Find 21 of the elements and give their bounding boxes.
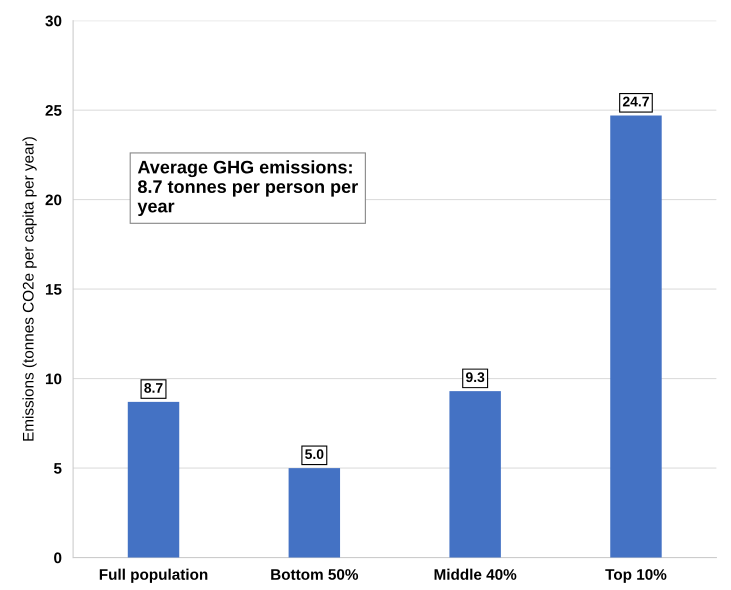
data-label: 8.7 xyxy=(144,383,163,393)
x-tick-label: Bottom 50% xyxy=(271,569,358,580)
y-tick-label: 15 xyxy=(46,284,62,295)
x-tick-label: Middle 40% xyxy=(434,568,516,580)
y-tick-label: 0 xyxy=(54,552,62,564)
y-tick-label: 20 xyxy=(46,194,62,206)
x-tick-label: Top 10% xyxy=(605,569,666,583)
data-label: 5.0 xyxy=(305,449,324,460)
bar xyxy=(449,391,501,558)
y-tick-label: 5 xyxy=(54,463,62,474)
y-tick-label: 25 xyxy=(46,105,62,116)
y-tick-label: 30 xyxy=(45,16,62,26)
bar xyxy=(610,116,662,558)
x-tick-label: Full population xyxy=(100,568,208,583)
bar xyxy=(288,468,340,558)
y-axis-title: Emissions (tonnes CO2e per capita per year) xyxy=(22,137,37,441)
data-label: 24.7 xyxy=(622,96,649,106)
y-tick-label: 10 xyxy=(46,373,62,384)
data-label: 9.3 xyxy=(466,372,484,382)
annotation: Average GHG emissions: 8.7 tonnes per person per year xyxy=(138,160,358,216)
bar xyxy=(128,402,180,558)
